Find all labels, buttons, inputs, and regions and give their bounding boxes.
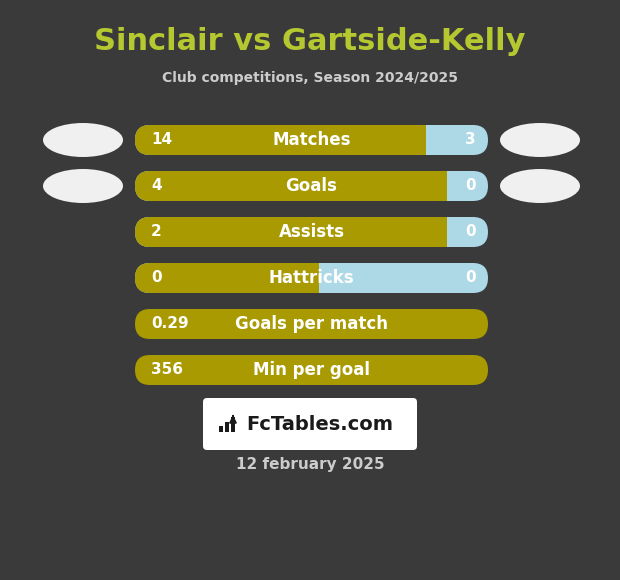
Text: Sinclair vs Gartside-Kelly: Sinclair vs Gartside-Kelly bbox=[94, 27, 526, 56]
FancyBboxPatch shape bbox=[135, 125, 488, 155]
Ellipse shape bbox=[43, 123, 123, 157]
Text: Club competitions, Season 2024/2025: Club competitions, Season 2024/2025 bbox=[162, 71, 458, 85]
FancyBboxPatch shape bbox=[135, 263, 488, 293]
Ellipse shape bbox=[43, 169, 123, 203]
Text: 3: 3 bbox=[466, 132, 476, 147]
Ellipse shape bbox=[500, 169, 580, 203]
FancyBboxPatch shape bbox=[135, 217, 488, 247]
FancyBboxPatch shape bbox=[203, 398, 417, 450]
Text: Matches: Matches bbox=[272, 131, 351, 149]
Text: 0: 0 bbox=[466, 270, 476, 285]
Text: 0: 0 bbox=[466, 224, 476, 240]
FancyBboxPatch shape bbox=[135, 171, 488, 201]
FancyBboxPatch shape bbox=[135, 217, 488, 247]
Text: FcTables.com: FcTables.com bbox=[247, 415, 394, 433]
Text: Goals per match: Goals per match bbox=[235, 315, 388, 333]
Bar bbox=[219, 426, 223, 432]
Text: 14: 14 bbox=[151, 132, 172, 147]
FancyBboxPatch shape bbox=[135, 309, 488, 339]
Text: 0: 0 bbox=[151, 270, 162, 285]
Text: 4: 4 bbox=[151, 179, 162, 194]
Text: 2: 2 bbox=[151, 224, 162, 240]
Text: 0: 0 bbox=[466, 179, 476, 194]
Text: Min per goal: Min per goal bbox=[253, 361, 370, 379]
Bar bbox=[225, 422, 229, 432]
Text: Assists: Assists bbox=[278, 223, 345, 241]
FancyBboxPatch shape bbox=[135, 125, 488, 155]
FancyBboxPatch shape bbox=[135, 355, 488, 385]
Text: 356: 356 bbox=[151, 362, 183, 378]
Text: Hattricks: Hattricks bbox=[268, 269, 354, 287]
Text: 0.29: 0.29 bbox=[151, 317, 188, 332]
Ellipse shape bbox=[500, 123, 580, 157]
FancyBboxPatch shape bbox=[135, 263, 488, 293]
Text: 12 february 2025: 12 february 2025 bbox=[236, 458, 384, 473]
Text: Goals: Goals bbox=[286, 177, 337, 195]
FancyBboxPatch shape bbox=[135, 171, 488, 201]
Bar bbox=[231, 417, 235, 432]
